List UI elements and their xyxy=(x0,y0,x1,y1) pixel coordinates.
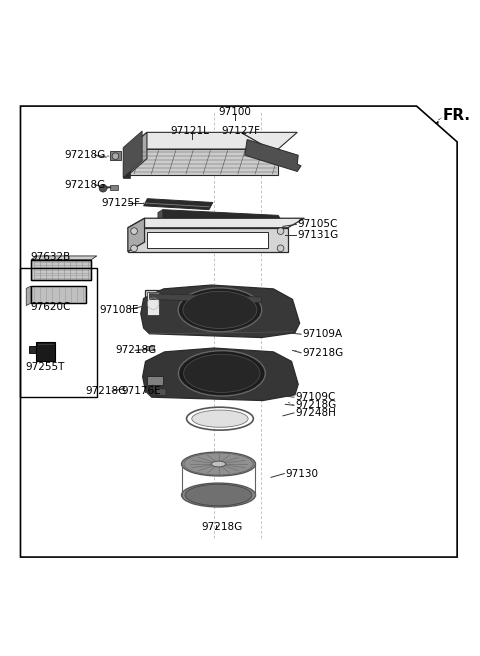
Bar xyxy=(31,260,91,280)
Polygon shape xyxy=(26,286,31,306)
Ellipse shape xyxy=(184,354,260,392)
Text: 97127F: 97127F xyxy=(222,127,261,136)
Bar xyxy=(31,286,86,303)
Text: 97218G: 97218G xyxy=(202,522,243,533)
Bar xyxy=(146,346,154,350)
Polygon shape xyxy=(128,133,297,149)
Polygon shape xyxy=(147,376,163,385)
Circle shape xyxy=(112,153,119,159)
Ellipse shape xyxy=(178,288,262,332)
Ellipse shape xyxy=(185,484,252,506)
Text: 97632B: 97632B xyxy=(30,253,70,262)
Polygon shape xyxy=(123,131,142,178)
Ellipse shape xyxy=(211,461,226,467)
Polygon shape xyxy=(144,290,162,318)
Polygon shape xyxy=(147,232,268,248)
Polygon shape xyxy=(128,133,147,175)
Ellipse shape xyxy=(181,483,255,507)
Polygon shape xyxy=(144,199,213,210)
Polygon shape xyxy=(123,148,130,178)
Text: 97131G: 97131G xyxy=(297,230,338,240)
Polygon shape xyxy=(128,228,288,252)
Polygon shape xyxy=(128,218,144,252)
Polygon shape xyxy=(110,152,120,161)
Text: FR.: FR. xyxy=(443,108,470,123)
Circle shape xyxy=(131,245,137,252)
Polygon shape xyxy=(31,260,91,280)
Polygon shape xyxy=(29,346,36,354)
Text: 97218G: 97218G xyxy=(115,346,156,356)
Polygon shape xyxy=(143,348,298,401)
Polygon shape xyxy=(147,292,159,315)
Text: 97620C: 97620C xyxy=(30,302,71,312)
Polygon shape xyxy=(158,210,163,222)
Text: 97109C: 97109C xyxy=(295,392,335,402)
Text: 97108E: 97108E xyxy=(99,305,139,316)
Polygon shape xyxy=(245,140,301,171)
Polygon shape xyxy=(128,218,304,228)
Polygon shape xyxy=(110,185,118,190)
Ellipse shape xyxy=(179,351,265,396)
Polygon shape xyxy=(128,149,278,175)
Text: 97176E: 97176E xyxy=(121,386,161,396)
Ellipse shape xyxy=(192,410,248,427)
Text: 97248H: 97248H xyxy=(295,408,336,418)
Circle shape xyxy=(131,228,137,234)
Text: 97218G: 97218G xyxy=(85,386,126,396)
Polygon shape xyxy=(149,294,262,302)
Text: 97109A: 97109A xyxy=(302,329,342,339)
Circle shape xyxy=(99,184,107,192)
Polygon shape xyxy=(435,117,443,124)
Circle shape xyxy=(277,245,284,252)
Text: 97125F: 97125F xyxy=(102,198,141,208)
Text: 97218G: 97218G xyxy=(65,150,106,160)
Text: 97130: 97130 xyxy=(285,468,318,479)
Text: 97218G: 97218G xyxy=(65,180,106,190)
Polygon shape xyxy=(163,210,281,226)
Polygon shape xyxy=(31,256,97,260)
Text: 97100: 97100 xyxy=(219,108,252,117)
Text: 97105C: 97105C xyxy=(297,220,337,230)
Ellipse shape xyxy=(181,452,255,476)
Polygon shape xyxy=(141,285,300,338)
Text: 97218G: 97218G xyxy=(295,400,336,410)
Text: 97255T: 97255T xyxy=(25,362,65,372)
Text: 97218G: 97218G xyxy=(302,348,343,358)
Polygon shape xyxy=(36,342,55,361)
Polygon shape xyxy=(156,388,166,396)
Ellipse shape xyxy=(183,291,257,329)
Text: 97121L: 97121L xyxy=(171,127,210,136)
Polygon shape xyxy=(31,286,86,303)
Circle shape xyxy=(277,228,284,234)
